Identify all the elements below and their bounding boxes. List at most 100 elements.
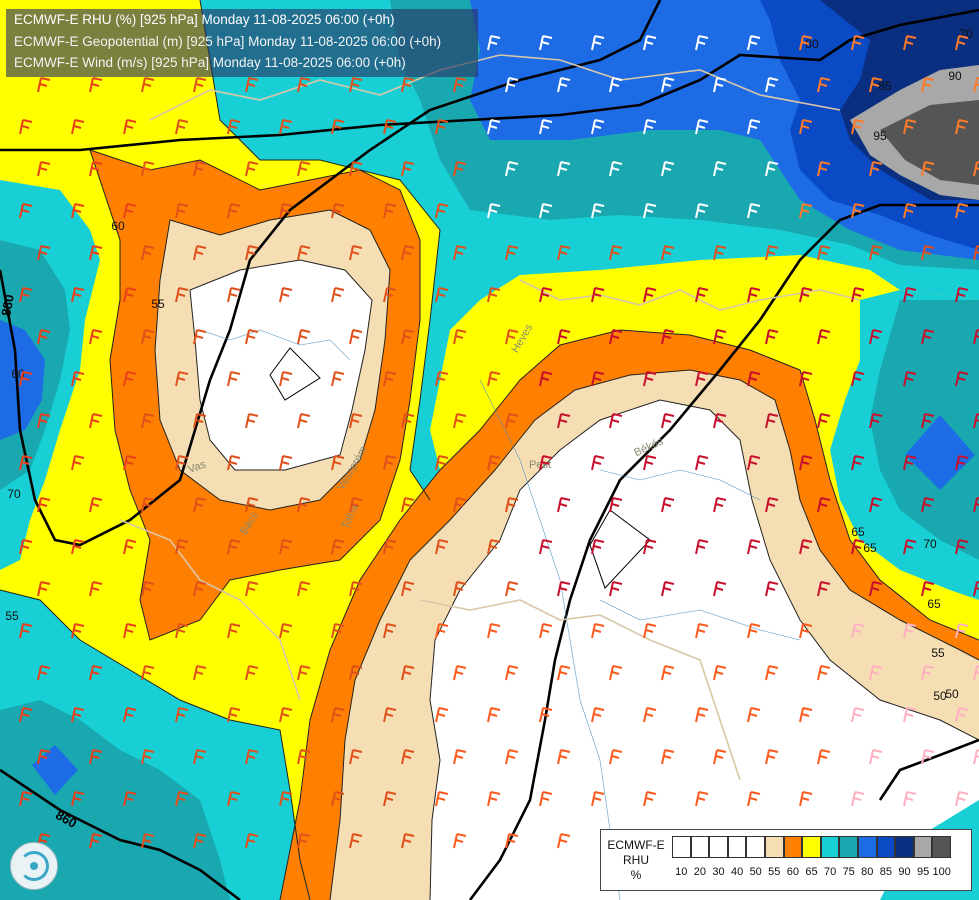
wind-barb [799, 203, 813, 219]
wind-barb [487, 35, 501, 51]
wind-barb [19, 539, 33, 555]
wind-barb [297, 497, 311, 513]
wind-barb [591, 287, 605, 303]
wind-barb [401, 413, 415, 429]
wind-barb [279, 287, 293, 303]
legend-tick-label: 80 [861, 866, 874, 878]
wind-barb [643, 119, 657, 135]
wind-barb [609, 749, 623, 765]
wind-barb [557, 161, 571, 177]
legend-tick-label: 55 [768, 866, 781, 878]
wind-barb [539, 203, 553, 219]
wind-barb [609, 497, 623, 513]
wind-barb [591, 119, 605, 135]
wind-barb [245, 665, 259, 681]
wind-barb [487, 791, 501, 807]
wind-barb [383, 287, 397, 303]
wind-barb [505, 77, 519, 93]
wind-barb [903, 791, 917, 807]
wind-barb [661, 77, 675, 93]
wind-barb [643, 287, 657, 303]
wind-barb [453, 77, 467, 93]
wind-barb [193, 329, 207, 345]
wind-barb [505, 245, 519, 261]
wind-barb [71, 623, 85, 639]
wind-barb [799, 539, 813, 555]
wind-barb [955, 119, 969, 135]
legend-swatch [802, 836, 821, 858]
wind-barb [539, 539, 553, 555]
wind-barb [765, 413, 779, 429]
wind-barb [297, 833, 311, 849]
legend-title-line1: ECMWF-E [607, 838, 665, 852]
wind-barb [955, 287, 969, 303]
wind-barb [19, 119, 33, 135]
wind-barb [921, 161, 935, 177]
wind-barb [37, 581, 51, 597]
wind-barb [851, 287, 865, 303]
wind-barb [37, 245, 51, 261]
wind-barb [71, 203, 85, 219]
wind-barb [331, 791, 345, 807]
wind-barb [245, 77, 259, 93]
legend-tick-label: 85 [879, 866, 893, 878]
wind-barb [747, 455, 761, 471]
wind-barb [193, 749, 207, 765]
wind-barb [175, 623, 189, 639]
wind-barb [435, 287, 449, 303]
wind-barb [661, 413, 675, 429]
wind-barb [695, 203, 709, 219]
wind-barb [921, 413, 935, 429]
legend-tick-label: 70 [823, 866, 837, 878]
legend-swatch [857, 836, 877, 858]
wind-barb [869, 329, 883, 345]
wind-barb [921, 665, 935, 681]
legend-swatch [672, 836, 691, 858]
legend-swatch [709, 836, 728, 858]
wind-barb [245, 497, 259, 513]
wind-barb [609, 161, 623, 177]
wind-barb [175, 287, 189, 303]
wind-barb [851, 203, 865, 219]
county-label: Vas [186, 458, 208, 476]
wind-barb [453, 245, 467, 261]
wind-barb [539, 371, 553, 387]
wind-barb [435, 455, 449, 471]
wind-barb [37, 161, 51, 177]
wind-barb [851, 707, 865, 723]
wind-barb [799, 707, 813, 723]
wind-barb [869, 581, 883, 597]
provider-logo[interactable] [10, 842, 58, 890]
wind-barb [851, 539, 865, 555]
legend-tick-label: 65 [805, 866, 818, 878]
title-wind: ECMWF-E Wind (m/s) [925 hPa] Monday 11-0… [14, 55, 406, 70]
wind-barb [297, 245, 311, 261]
wind-barb [89, 245, 103, 261]
legend-swatch [932, 836, 951, 858]
wind-barb [123, 287, 137, 303]
wind-barb [453, 665, 467, 681]
wind-barb [297, 665, 311, 681]
wind-barb [817, 581, 831, 597]
wind-barb [37, 497, 51, 513]
wind-barb [591, 791, 605, 807]
wind-barb [227, 455, 241, 471]
wind-barb [903, 35, 917, 51]
wind-barb [643, 791, 657, 807]
rh-80-area-east [905, 415, 975, 490]
wind-barb [331, 203, 345, 219]
wind-barb [193, 77, 207, 93]
wind-barb [331, 371, 345, 387]
wind-barb [695, 371, 709, 387]
wind-barb [453, 413, 467, 429]
wind-barb [487, 623, 501, 639]
wind-barb [921, 329, 935, 345]
wind-barb [401, 161, 415, 177]
wind-barb [401, 833, 415, 849]
wind-barb [279, 791, 293, 807]
wind-barb [123, 623, 137, 639]
wind-barb [89, 77, 103, 93]
rhu-contour-label: 70 [923, 537, 937, 551]
